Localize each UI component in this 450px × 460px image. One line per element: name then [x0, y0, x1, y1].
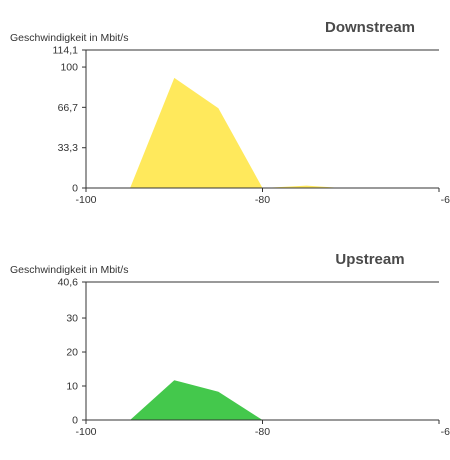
chart-1-y-tick-label-1: 10 [66, 381, 78, 393]
chart-1-y-tick-label-2: 20 [66, 347, 78, 359]
chart-1-y-tick-label-0: 0 [72, 415, 78, 427]
chart-0-group: Downstream Geschwindigkeit in Mbit/s 0 33,3… [10, 19, 450, 206]
chart-1-y-tick-label-3: 30 [66, 313, 78, 325]
chart-1-y-tick-label-4: 40,6 [58, 277, 79, 289]
chart-1-y-axis-label: Geschwindigkeit in Mbit/s [10, 264, 128, 276]
chart-0-area-series [130, 77, 342, 188]
chart-0-y-tick-label-1: 33,3 [58, 142, 79, 154]
chart-1-x-tick-label-2: -6 [441, 426, 450, 438]
chart-0-x-tick-label-1: -80 [255, 194, 270, 206]
chart-0-x-tick-label-2: -6 [441, 194, 450, 206]
chart-1-group: Upstream Geschwindigkeit in Mbit/s 0 10 20 30… [10, 251, 450, 438]
chart-0-title: Downstream [325, 19, 415, 36]
chart-1-title: Upstream [335, 251, 404, 268]
chart-0-y-tick-label-3: 100 [60, 62, 78, 74]
chart-1-area-series [130, 380, 263, 420]
chart-0-y-tick-label-2: 66,7 [58, 102, 79, 114]
chart-0-y-tick-label-4: 114,1 [53, 45, 79, 57]
chart-0-x-tick-label-0: -100 [75, 194, 96, 206]
chart-0-y-axis-label: Geschwindigkeit in Mbit/s [10, 32, 128, 44]
chart-0-y-tick-label-0: 0 [72, 183, 78, 195]
chart-1-x-tick-label-1: -80 [255, 426, 270, 438]
chart-1-x-tick-label-0: -100 [75, 426, 96, 438]
